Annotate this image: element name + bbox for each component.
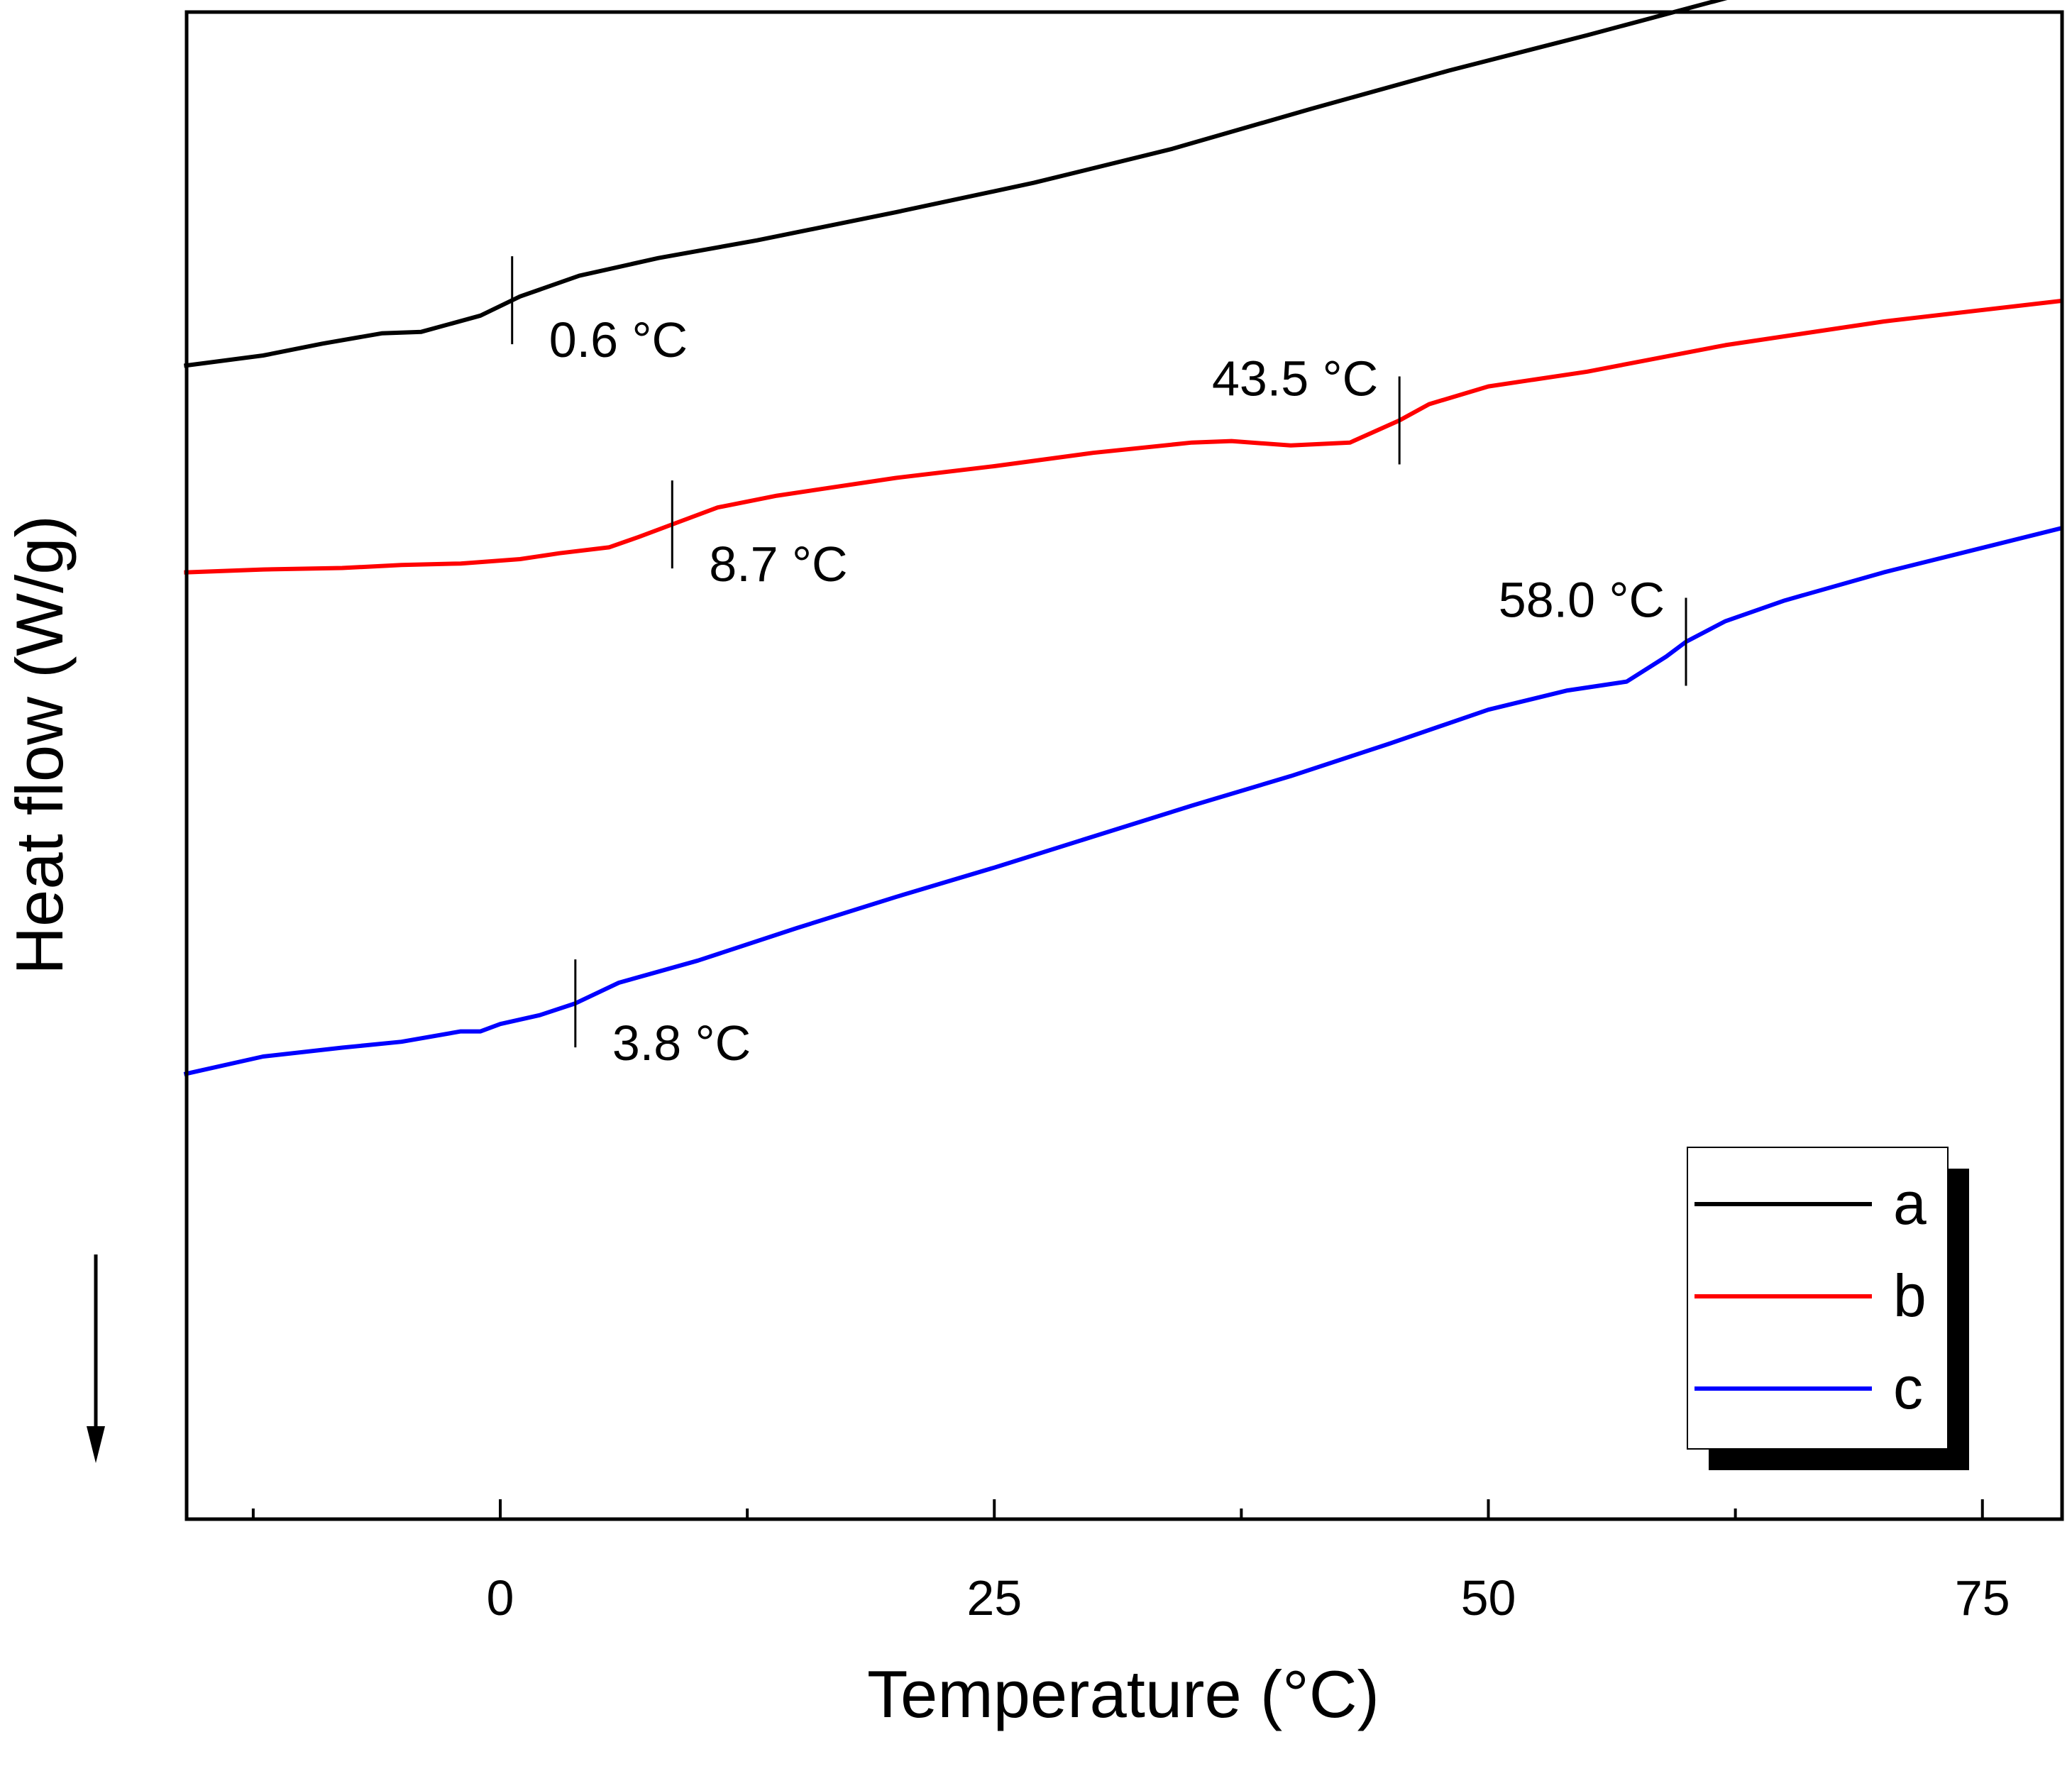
plot-frame [184,10,2064,1521]
series-line-a [184,0,1728,368]
x-axis-tick-labels: 0 25 50 75 [487,1570,2010,1626]
x-tick-label: 0 [487,1570,514,1626]
legend-label-b: b [1893,1262,1927,1329]
legend-label-a: a [1893,1170,1927,1237]
x-axis-title: Temperature (°C) [867,1657,1379,1731]
series-line-c [183,526,2062,1076]
legend: abc [1687,1147,1969,1470]
x-tick-label: 50 [1461,1570,1516,1626]
transition-label-c-4: 58.0 °C [1499,572,1665,627]
annotation-layer: 0.6 °C 8.7 °C 43.5 °C 3.8 °C 58.0 °C [511,256,1687,1071]
series-layer [183,0,2062,1076]
x-axis-ticks [251,1499,1984,1519]
transition-label-c-3: 3.8 °C [612,1015,751,1071]
heat-flow-direction-arrow [87,1254,105,1463]
x-tick-label: 75 [1955,1570,2010,1626]
transition-label-b-2: 43.5 °C [1212,351,1378,406]
legend-label-c: c [1893,1355,1923,1421]
x-tick-label: 25 [966,1570,1022,1626]
y-axis-title: Heat flow (W/g) [2,515,77,975]
transition-label-a-0: 0.6 °C [549,312,688,368]
series-line-b [184,299,2062,575]
transition-label-b-1: 8.7 °C [709,536,847,592]
